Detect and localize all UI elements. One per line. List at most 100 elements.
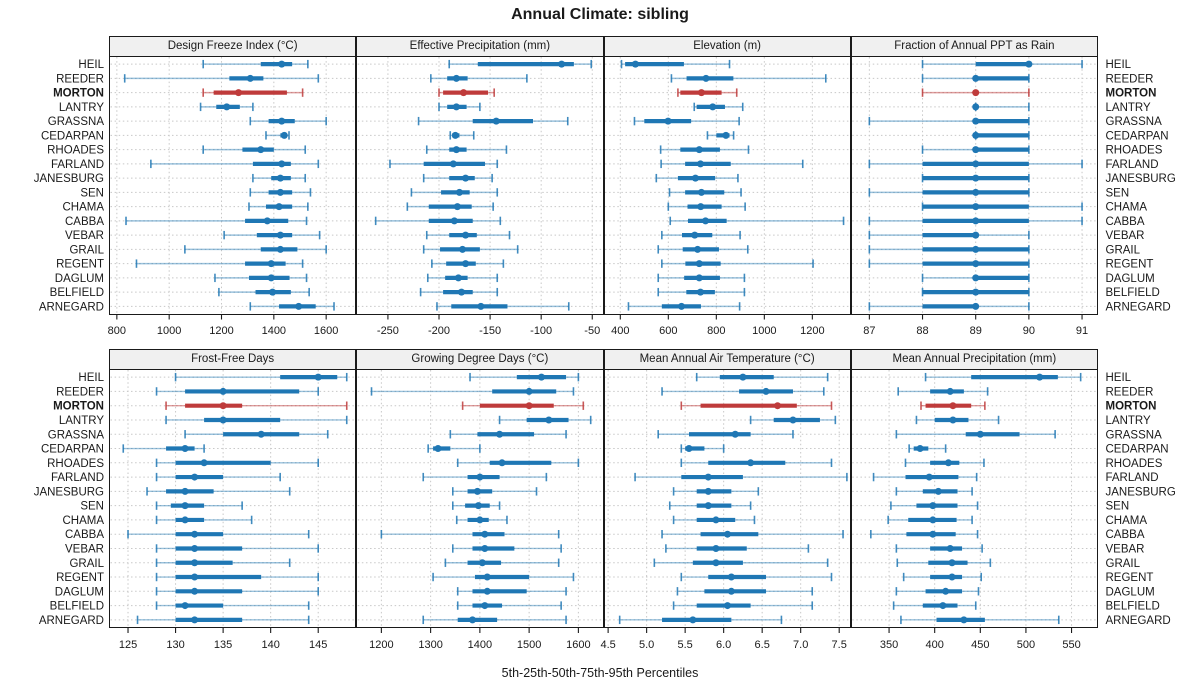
axis-tick-label: 550: [1062, 639, 1080, 651]
axis-tick-label: 1300: [418, 639, 442, 651]
median-dot: [972, 103, 980, 111]
median-dot: [537, 373, 545, 381]
station-label-right: FARLAND: [1106, 159, 1159, 171]
station-label-left: LANTRY: [59, 102, 104, 114]
median-dot: [929, 502, 937, 510]
median-dot: [724, 530, 732, 538]
median-dot: [972, 245, 980, 253]
median-dot: [280, 131, 288, 139]
axis-tick-label: 600: [659, 325, 677, 337]
median-dot: [477, 302, 485, 310]
median-dot: [689, 616, 697, 624]
median-dot: [263, 217, 271, 225]
median-dot: [972, 174, 980, 182]
station-label-right: CHAMA: [1106, 202, 1148, 214]
station-label-right: CABBA: [1106, 216, 1145, 228]
median-dot: [525, 387, 533, 395]
median-dot: [545, 416, 553, 424]
median-dot: [181, 502, 189, 510]
panel-frost-free-days: Frost-Free Days: [109, 349, 357, 628]
median-dot: [724, 602, 732, 610]
median-dot: [191, 473, 199, 481]
station-label-right: RHOADES: [1106, 458, 1163, 470]
axis-tick-label: 1200: [369, 639, 393, 651]
station-label-left: ARNEGARD: [39, 615, 104, 627]
median-dot: [762, 387, 770, 395]
median-dot: [929, 530, 937, 538]
median-dot: [483, 573, 491, 581]
median-dot: [558, 60, 566, 68]
station-label-right: GRAIL: [1106, 244, 1141, 256]
median-dot: [181, 516, 189, 524]
median-dot: [462, 174, 470, 182]
median-dot: [219, 402, 227, 410]
station-label-left: ARNEGARD: [39, 301, 104, 313]
station-label-right: SEN: [1106, 501, 1130, 513]
median-dot: [712, 516, 720, 524]
median-dot: [739, 373, 747, 381]
axis-tick-label: -100: [530, 325, 552, 337]
panel-header: Design Freeze Index (°C): [110, 37, 356, 57]
median-dot: [702, 74, 710, 82]
median-dot: [946, 544, 954, 552]
median-dot: [976, 430, 984, 438]
station-label-left: MORTON: [53, 88, 104, 100]
station-label-left: CEDARPAN: [41, 130, 104, 142]
median-dot: [459, 245, 467, 253]
station-label-left: GRASSNA: [48, 429, 105, 441]
median-dot: [972, 288, 980, 296]
station-label-right: RHOADES: [1106, 145, 1163, 157]
median-dot: [200, 459, 208, 467]
median-dot: [276, 188, 284, 196]
station-label-left: REEDER: [56, 386, 104, 398]
median-dot: [704, 502, 712, 510]
station-label-right: GRASSNA: [1106, 429, 1163, 441]
median-dot: [314, 373, 322, 381]
median-dot: [278, 60, 286, 68]
median-dot: [691, 231, 699, 239]
station-label-left: CABBA: [65, 529, 104, 541]
station-label-left: DAGLUM: [55, 273, 104, 285]
median-dot: [731, 430, 739, 438]
axis-tick-label: 1000: [157, 325, 181, 337]
median-dot: [695, 146, 703, 154]
median-dot: [455, 188, 463, 196]
median-dot: [295, 302, 303, 310]
axis-tick-label: 1200: [800, 325, 824, 337]
median-dot: [449, 160, 457, 168]
panel-header: Elevation (m): [604, 37, 850, 57]
median-dot: [712, 544, 720, 552]
panel-header: Mean Annual Precipitation (mm): [851, 350, 1097, 370]
median-dot: [925, 473, 933, 481]
station-label-left: FARLAND: [51, 159, 104, 171]
station-label-left: RHOADES: [47, 145, 104, 157]
station-label-left: BELFIELD: [50, 601, 104, 613]
median-dot: [972, 146, 980, 154]
panel-elevation: Elevation (m): [603, 36, 851, 315]
median-dot: [972, 117, 980, 125]
station-label-right: JANESBURG: [1106, 173, 1176, 185]
median-dot: [235, 89, 243, 97]
median-dot: [481, 530, 489, 538]
median-dot: [712, 559, 720, 567]
median-dot: [462, 231, 470, 239]
median-dot: [275, 203, 283, 211]
axis-tick-label: -250: [377, 325, 399, 337]
station-label-right: ARNEGARD: [1106, 615, 1171, 627]
median-dot: [452, 146, 460, 154]
median-dot: [450, 217, 458, 225]
axis-tick-label: 1200: [209, 325, 233, 337]
median-dot: [948, 559, 956, 567]
median-dot: [944, 459, 952, 467]
station-label-right: HEIL: [1106, 372, 1132, 384]
station-label-right: BELFIELD: [1106, 287, 1160, 299]
station-label-left: REGENT: [56, 572, 104, 584]
median-dot: [942, 587, 950, 595]
median-dot: [276, 231, 284, 239]
median-dot: [276, 245, 284, 253]
median-dot: [478, 559, 486, 567]
axis-tick-label: -150: [479, 325, 501, 337]
median-dot: [468, 616, 476, 624]
axis-tick-label: 800: [108, 325, 126, 337]
median-dot: [949, 416, 957, 424]
